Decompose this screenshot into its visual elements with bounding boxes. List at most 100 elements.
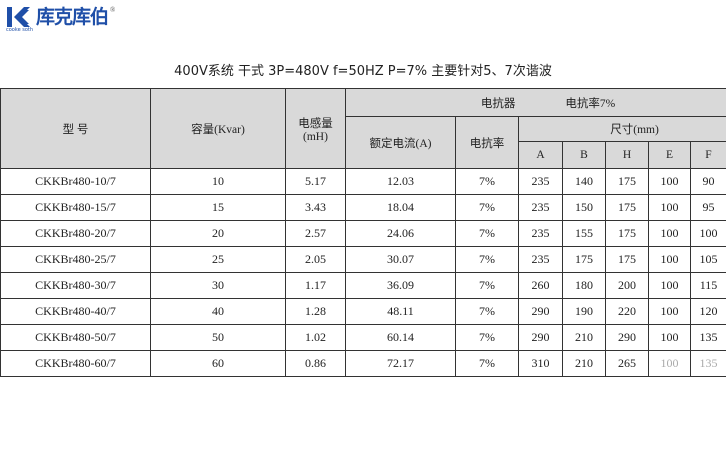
table-cell: 2.57 xyxy=(285,220,346,247)
table-row: CKKBr480-50/7 50 1.02 60.14 7% 290 210 290 100 13… xyxy=(0,324,726,351)
table-cell: 135 xyxy=(690,350,726,377)
header-dim-B: B xyxy=(562,141,606,169)
table-cell: 235 xyxy=(518,168,563,195)
page-title: 400V系统 干式 3P=480V f=50HZ P=7% 主要针对5、7次谐波 xyxy=(174,64,552,79)
table-cell: 100 xyxy=(648,298,691,325)
table-cell: 175 xyxy=(605,220,649,247)
table-cell: CKKBr480-10/7 xyxy=(0,168,151,195)
table-cell: 48.11 xyxy=(345,298,456,325)
logo: 库克库伯 ® cooke soth xyxy=(6,6,116,33)
table-cell: 140 xyxy=(562,168,606,195)
table-cell: 95 xyxy=(690,194,726,221)
table-cell: 1.28 xyxy=(285,298,346,325)
table-cell: 100 xyxy=(648,168,691,195)
header-model: 型 号 xyxy=(0,88,151,169)
table-cell: 1.02 xyxy=(285,324,346,351)
table-cell: 25 xyxy=(150,246,286,273)
table-cell: 5.17 xyxy=(285,168,346,195)
table-cell: 7% xyxy=(455,272,519,299)
table-cell: 7% xyxy=(455,298,519,325)
table-cell: 290 xyxy=(605,324,649,351)
table-cell: 200 xyxy=(605,272,649,299)
table-cell: 120 xyxy=(690,298,726,325)
table-row: CKKBr480-20/7 20 2.57 24.06 7% 235 155 175 100 10… xyxy=(0,220,726,247)
table-cell: 100 xyxy=(648,220,691,247)
table-cell: 180 xyxy=(562,272,606,299)
table-cell: 20 xyxy=(150,220,286,247)
table-row: CKKBr480-30/7 30 1.17 36.09 7% 260 180 200 100 11… xyxy=(0,272,726,299)
header-reactor: 电抗器 电抗率7% xyxy=(344,88,726,117)
table-cell: 235 xyxy=(518,194,563,221)
table-cell: 7% xyxy=(455,246,519,273)
table-cell: 310 xyxy=(518,350,563,377)
table-cell: 15 xyxy=(150,194,286,221)
table-row: CKKBr480-15/7 15 3.43 18.04 7% 235 150 175 100 95 xyxy=(0,194,726,221)
table-cell: 7% xyxy=(455,194,519,221)
table-cell: 60.14 xyxy=(345,324,456,351)
table-cell: 90 xyxy=(690,168,726,195)
table-cell: 0.86 xyxy=(285,350,346,377)
table-cell: 135 xyxy=(690,324,726,351)
header-capacity: 容量(Kvar) xyxy=(150,88,286,169)
table-cell: 190 xyxy=(562,298,606,325)
table-row: CKKBr480-25/7 25 2.05 30.07 7% 235 175 175 100 10… xyxy=(0,246,726,273)
table-cell: 7% xyxy=(455,324,519,351)
table-row: CKKBr480-40/7 40 1.28 48.11 7% 290 190 220 100 12… xyxy=(0,298,726,325)
table-cell: 18.04 xyxy=(345,194,456,221)
logo-k-icon xyxy=(7,7,30,27)
table-cell: 30 xyxy=(150,272,286,299)
table-cell: 24.06 xyxy=(345,220,456,247)
table-cell: 7% xyxy=(455,350,519,377)
table-cell: 36.09 xyxy=(345,272,456,299)
table-cell: 100 xyxy=(648,272,691,299)
table-cell: 290 xyxy=(518,298,563,325)
table-cell: 100 xyxy=(690,220,726,247)
table-cell: 100 xyxy=(648,194,691,221)
table-cell: 210 xyxy=(562,324,606,351)
header-dim-H: H xyxy=(605,141,649,169)
header-reactance: 电抗率 xyxy=(455,116,519,169)
table-cell: 3.43 xyxy=(285,194,346,221)
table-cell: 290 xyxy=(518,324,563,351)
table-cell: 175 xyxy=(605,246,649,273)
table-cell: 155 xyxy=(562,220,606,247)
table-cell: 7% xyxy=(455,220,519,247)
header-size: 尺寸(mm) xyxy=(517,116,726,142)
table-cell: 1.17 xyxy=(285,272,346,299)
spec-table: 型 号 容量(Kvar) 电感量 (mH) 电抗器 电抗率7% 额定电流(A) 电抗… xyxy=(0,88,726,377)
table-cell: CKKBr480-40/7 xyxy=(0,298,151,325)
table-cell: 100 xyxy=(648,324,691,351)
table-cell: 72.17 xyxy=(345,350,456,377)
table-cell: CKKBr480-30/7 xyxy=(0,272,151,299)
header-dim-F: F xyxy=(690,141,726,169)
table-cell: 260 xyxy=(518,272,563,299)
table-row: CKKBr480-60/7 60 0.86 72.17 7% 310 210 265 100 13… xyxy=(0,350,726,377)
table-cell: CKKBr480-60/7 xyxy=(0,350,151,377)
table-cell: 175 xyxy=(562,246,606,273)
table-cell: CKKBr480-50/7 xyxy=(0,324,151,351)
table-cell: 105 xyxy=(690,246,726,273)
table-cell: CKKBr480-25/7 xyxy=(0,246,151,273)
table-cell: 235 xyxy=(518,220,563,247)
table-cell: 175 xyxy=(605,194,649,221)
table-cell: 115 xyxy=(690,272,726,299)
table-cell: 175 xyxy=(605,168,649,195)
table-cell: CKKBr480-15/7 xyxy=(0,194,151,221)
header-dim-E: E xyxy=(648,141,691,169)
table-cell: 100 xyxy=(648,246,691,273)
table-cell: 10 xyxy=(150,168,286,195)
header-inductance: 电感量 (mH) xyxy=(285,88,346,169)
table-cell: 150 xyxy=(562,194,606,221)
table-cell: 7% xyxy=(455,168,519,195)
table-cell: 30.07 xyxy=(345,246,456,273)
table-cell: 60 xyxy=(150,350,286,377)
table-cell: 235 xyxy=(518,246,563,273)
header-rated-current: 额定电流(A) xyxy=(345,116,456,169)
table-cell: CKKBr480-20/7 xyxy=(0,220,151,247)
table-cell: 12.03 xyxy=(345,168,456,195)
table-row: CKKBr480-10/7 10 5.17 12.03 7% 235 140 175 100 90 xyxy=(0,168,726,195)
table-cell: 100 xyxy=(648,350,691,377)
table-cell: 265 xyxy=(605,350,649,377)
table-cell: 210 xyxy=(562,350,606,377)
table-cell: 50 xyxy=(150,324,286,351)
